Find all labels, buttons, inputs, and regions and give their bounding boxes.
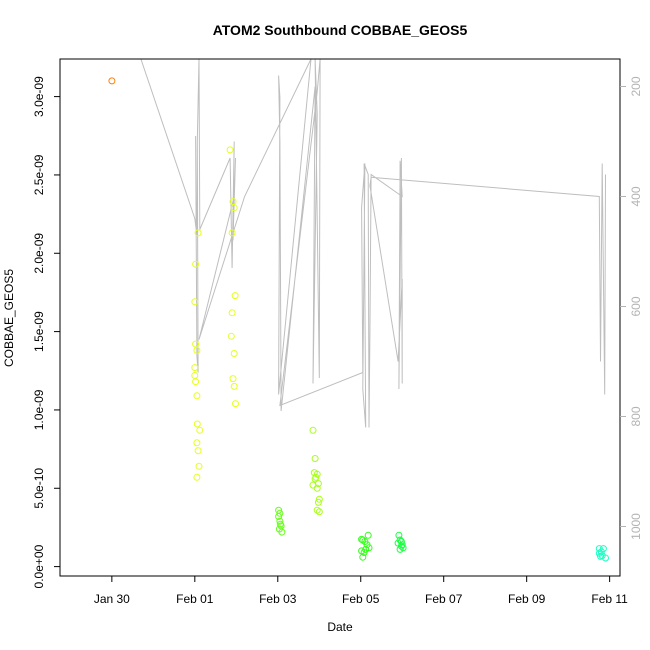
x-tick-label: Feb 05 xyxy=(342,592,380,606)
data-point xyxy=(232,400,239,408)
data-point xyxy=(196,426,204,434)
data-point xyxy=(315,495,323,503)
y-axis: 0.0e+00 5.0e-10 1.0e-09 1.5e-09 2.0e-09 2.5e-… xyxy=(32,76,60,588)
y-tick-label: 1.5e-09 xyxy=(32,311,46,352)
y-tick-label: 2.0e-09 xyxy=(32,233,46,274)
y2-tick-label: 200 xyxy=(629,76,643,96)
y-tick-label: 3.0e-09 xyxy=(32,76,46,117)
y-axis-label: COBBAE_GEOS5 xyxy=(2,269,16,367)
y-tick-label: 0.0e+00 xyxy=(32,544,46,588)
data-point xyxy=(602,554,609,562)
y2-axis: 200 400 600 800 1000 xyxy=(620,76,643,540)
data-point xyxy=(194,229,202,237)
data-point xyxy=(399,544,407,552)
data-point xyxy=(276,520,284,528)
y2-tick-label: 800 xyxy=(629,406,643,426)
data-point xyxy=(597,548,605,556)
data-point xyxy=(313,484,321,492)
data-point xyxy=(226,146,234,154)
data-point xyxy=(192,378,200,386)
data-point xyxy=(230,350,238,357)
data-point xyxy=(363,541,371,549)
data-point xyxy=(230,382,238,390)
x-tick-label: Jan 30 xyxy=(94,592,130,606)
x-tick-label: Feb 11 xyxy=(591,592,628,606)
y2-tick-label: 600 xyxy=(629,296,643,316)
data-point xyxy=(314,498,322,506)
data-point xyxy=(312,473,320,481)
data-point xyxy=(192,340,200,348)
data-point xyxy=(230,204,238,212)
plot-frame xyxy=(59,58,621,577)
data-point xyxy=(192,260,200,268)
data-point xyxy=(194,447,202,455)
data-point xyxy=(228,309,236,317)
data-point xyxy=(276,517,284,525)
data-point xyxy=(364,531,372,539)
data-point xyxy=(362,545,370,553)
x-tick-label: Feb 01 xyxy=(176,592,214,606)
data-point xyxy=(278,528,286,536)
points-layer xyxy=(108,77,609,562)
data-point xyxy=(193,392,201,400)
data-point xyxy=(228,229,236,237)
data-point xyxy=(315,508,323,516)
secondary-line xyxy=(91,58,606,428)
data-point xyxy=(359,553,367,561)
data-point xyxy=(309,426,317,434)
chart-title: ATOM2 Southbound COBBAE_GEOS5 xyxy=(213,22,468,38)
data-point xyxy=(108,77,116,85)
y2-tick-label: 400 xyxy=(629,186,643,206)
secondary-line-layer xyxy=(91,58,606,428)
y-tick-label: 5.0e-10 xyxy=(32,468,46,509)
x-tick-label: Feb 09 xyxy=(508,592,546,606)
data-point xyxy=(193,420,201,428)
data-point xyxy=(229,375,237,383)
data-point xyxy=(191,364,199,372)
data-point xyxy=(276,509,284,517)
x-axis: Jan 30 Feb 01 Feb 03 Feb 05 Feb 07 Feb 09 Feb … xyxy=(94,576,628,606)
y2-tick-label: 1000 xyxy=(629,513,643,540)
data-point xyxy=(193,473,201,481)
data-point xyxy=(227,332,235,340)
data-point xyxy=(397,538,405,545)
y-tick-label: 2.5e-09 xyxy=(32,154,46,195)
data-point xyxy=(275,513,283,520)
data-point xyxy=(359,536,367,544)
y-tick-label: 1.0e-09 xyxy=(32,389,46,430)
data-point xyxy=(395,531,403,539)
x-tick-label: Feb 03 xyxy=(259,592,297,606)
data-point xyxy=(231,292,239,300)
data-point xyxy=(313,506,321,514)
data-point xyxy=(193,346,201,354)
data-point xyxy=(311,455,319,462)
data-point xyxy=(191,298,199,306)
data-point xyxy=(397,542,405,550)
data-point xyxy=(193,439,201,447)
x-axis-label: Date xyxy=(327,620,353,634)
data-point xyxy=(597,552,604,560)
data-point xyxy=(195,462,203,470)
x-tick-label: Feb 07 xyxy=(425,592,463,606)
